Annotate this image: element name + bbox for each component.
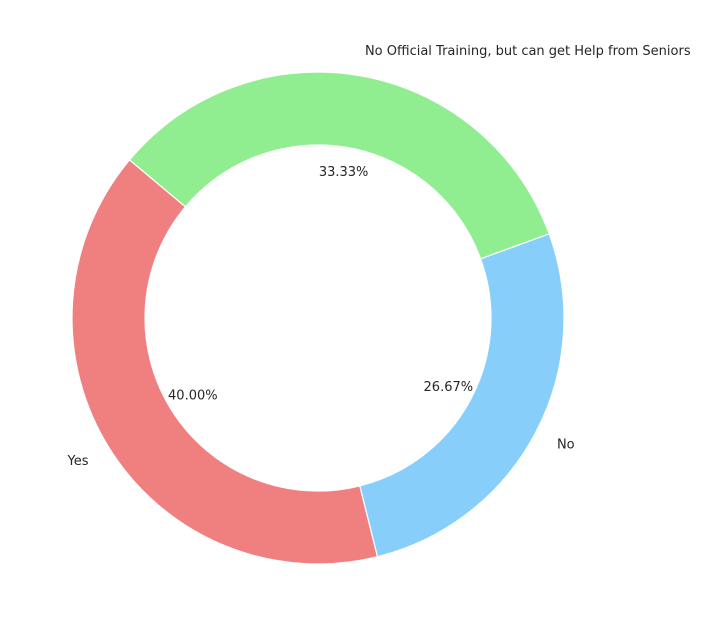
slice-no <box>359 233 565 558</box>
labels-group: Yes 40.00% No 26.67% No Official Training, b… <box>67 44 691 469</box>
percent-label-no: 26.67% <box>424 380 474 395</box>
slice-yes <box>71 159 379 565</box>
slice-no-official-training-but-can-get-help-from-seniors <box>128 71 550 260</box>
percent-label-yes: 40.00% <box>168 389 218 404</box>
category-label-no: No <box>557 438 575 453</box>
category-label-no-official-training-but-can-get-help-from-seniors: No Official Training, but can get Help f… <box>365 44 691 59</box>
category-label-yes: Yes <box>67 454 89 469</box>
slices-group <box>71 71 565 565</box>
percent-label-no-official-training-but-can-get-help-from-seniors: 33.33% <box>319 165 369 180</box>
